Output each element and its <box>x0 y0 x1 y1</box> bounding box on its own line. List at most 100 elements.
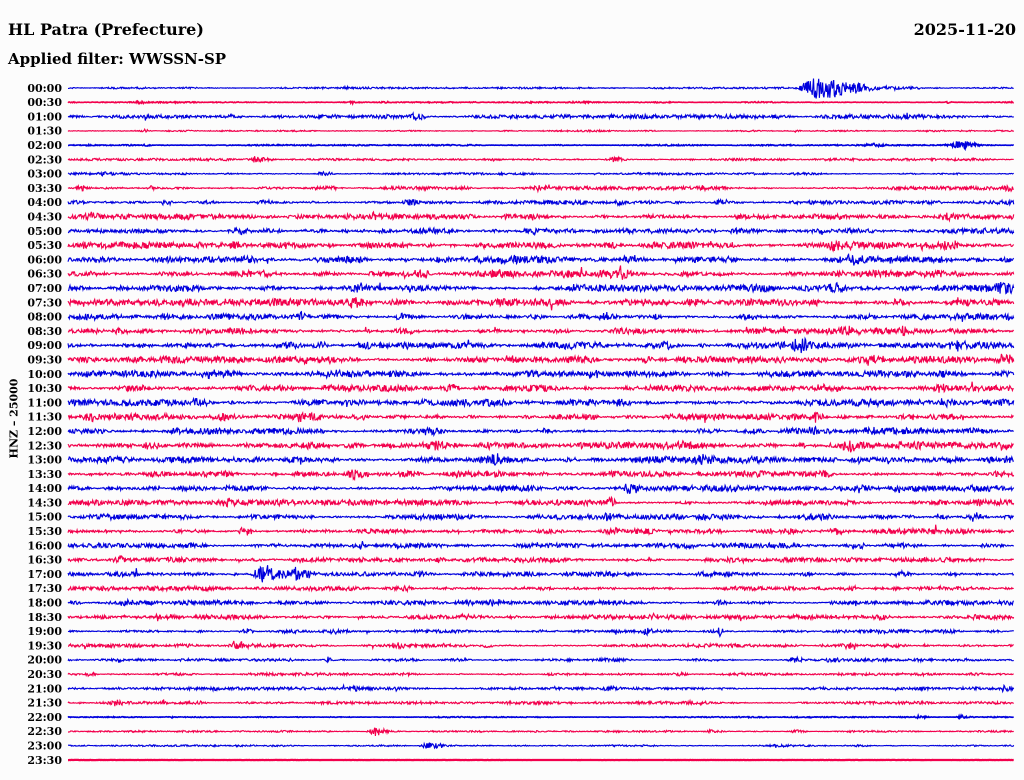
seismogram-trace-2230 <box>68 726 1014 737</box>
trace-time-label-0500: 05:00 <box>27 225 62 238</box>
seismogram-trace-1400 <box>67 483 1015 495</box>
seismogram-trace-1630 <box>67 555 1015 565</box>
trace-time-label-1800: 18:00 <box>27 597 62 610</box>
trace-time-label-0800: 08:00 <box>27 311 62 324</box>
seismogram-trace-1230 <box>67 439 1014 453</box>
trace-time-label-0900: 09:00 <box>27 339 62 352</box>
trace-time-label-1300: 13:00 <box>27 454 62 467</box>
trace-time-label-1030: 10:30 <box>27 382 62 395</box>
trace-time-label-1930: 19:30 <box>27 639 62 652</box>
seismogram-trace-1700 <box>67 565 1015 583</box>
seismogram-trace-0030 <box>67 99 1015 106</box>
seismogram-trace-1030 <box>67 381 1014 394</box>
trace-time-label-0400: 04:00 <box>27 196 62 209</box>
date-label: 2025-11-20 <box>913 20 1016 39</box>
trace-time-label-2200: 22:00 <box>27 711 62 724</box>
trace-time-label-0230: 02:30 <box>27 153 62 166</box>
seismogram-trace-0200 <box>68 140 1015 152</box>
seismogram-trace-0130 <box>67 127 1015 134</box>
seismogram-trace-1000 <box>67 368 1015 380</box>
seismogram-trace-2100 <box>67 683 1015 694</box>
seismogram-trace-0730 <box>67 297 1015 311</box>
seismogram-trace-1900 <box>67 627 1015 638</box>
trace-time-label-1530: 15:30 <box>27 525 62 538</box>
seismogram-trace-0530 <box>67 239 1015 253</box>
trace-time-label-0330: 03:30 <box>27 182 62 195</box>
trace-time-label-1400: 14:00 <box>27 482 62 495</box>
seismogram-trace-0600 <box>67 252 1015 266</box>
trace-time-label-1000: 10:00 <box>27 368 62 381</box>
seismogram-trace-0500 <box>67 226 1015 237</box>
seismogram-trace-0000 <box>68 78 1014 99</box>
trace-time-label-0530: 05:30 <box>27 239 62 252</box>
trace-time-label-2030: 20:30 <box>27 668 62 681</box>
seismogram-trace-0330 <box>67 183 1014 194</box>
trace-time-label-1430: 14:30 <box>27 496 62 509</box>
seismogram-trace-1330 <box>67 469 1015 482</box>
trace-time-label-1330: 13:30 <box>27 468 62 481</box>
trace-time-label-0630: 06:30 <box>27 268 62 281</box>
seismogram-trace-1930 <box>68 640 1014 651</box>
seismogram-trace-0100 <box>67 111 1015 121</box>
trace-time-label-1630: 16:30 <box>27 554 62 567</box>
station-title: HL Patra (Prefecture) <box>8 20 204 39</box>
seismogram-trace-0930 <box>67 353 1015 366</box>
trace-time-label-1700: 17:00 <box>27 568 62 581</box>
seismogram-trace-1300 <box>67 453 1015 466</box>
seismogram-trace-1530 <box>67 524 1015 536</box>
seismogram-trace-1430 <box>67 495 1015 508</box>
trace-time-label-0600: 06:00 <box>27 253 62 266</box>
seismogram-trace-0400 <box>67 197 1015 207</box>
seismogram-trace-2000 <box>67 655 1014 664</box>
trace-time-label-1100: 11:00 <box>27 396 62 409</box>
trace-time-label-0200: 02:00 <box>27 139 62 152</box>
seismogram-trace-2130 <box>67 698 1015 707</box>
seismogram-trace-0430 <box>67 210 1015 223</box>
seismogram-trace-1600 <box>67 541 1015 551</box>
seismogram-trace-0700 <box>67 281 1015 295</box>
trace-time-label-1200: 12:00 <box>27 425 62 438</box>
seismogram-trace-1100 <box>67 396 1015 409</box>
trace-time-label-2300: 23:00 <box>27 740 62 753</box>
filter-label: Applied filter: WWSSN-SP <box>8 50 227 68</box>
trace-time-label-1130: 11:30 <box>27 411 62 424</box>
seismogram-trace-0800 <box>67 310 1015 322</box>
seismogram-trace-1730 <box>67 583 1014 594</box>
seismogram-trace-1200 <box>67 425 1015 438</box>
trace-time-label-0930: 09:30 <box>27 354 62 367</box>
seismogram-trace-0630 <box>67 265 1015 281</box>
trace-time-label-0130: 01:30 <box>27 125 62 138</box>
trace-time-label-0730: 07:30 <box>27 296 62 309</box>
trace-time-label-0700: 07:00 <box>27 282 62 295</box>
trace-time-label-1500: 15:00 <box>27 511 62 524</box>
trace-time-label-2130: 21:30 <box>27 697 62 710</box>
seismogram-trace-2200 <box>67 713 1014 721</box>
trace-time-label-1900: 19:00 <box>27 625 62 638</box>
trace-time-label-1830: 18:30 <box>27 611 62 624</box>
trace-time-label-1600: 16:00 <box>27 539 62 552</box>
trace-time-label-2000: 20:00 <box>27 654 62 667</box>
trace-time-label-0830: 08:30 <box>27 325 62 338</box>
seismogram-trace-1800 <box>67 597 1015 608</box>
seismogram-trace-0300 <box>67 170 1014 177</box>
seismogram-trace-1130 <box>67 410 1014 423</box>
trace-time-label-0030: 00:30 <box>27 96 62 109</box>
seismogram-trace-2300 <box>68 741 1015 750</box>
trace-time-label-1730: 17:30 <box>27 582 62 595</box>
trace-time-label-2330: 23:30 <box>27 754 62 767</box>
seismogram-trace-1830 <box>67 612 1015 622</box>
seismogram-trace-0900 <box>67 336 1015 354</box>
seismogram-trace-1500 <box>67 512 1015 522</box>
trace-time-label-0000: 00:00 <box>27 82 62 95</box>
trace-time-label-2100: 21:00 <box>27 682 62 695</box>
trace-time-label-2230: 22:30 <box>27 725 62 738</box>
trace-time-label-0100: 01:00 <box>27 110 62 123</box>
seismogram-trace-0830 <box>67 325 1015 337</box>
trace-time-label-1230: 12:30 <box>27 439 62 452</box>
trace-time-label-0430: 04:30 <box>27 211 62 224</box>
seismogram-trace-2030 <box>67 670 1014 678</box>
seismogram-trace-0230 <box>67 155 1014 164</box>
trace-time-label-0300: 03:00 <box>27 168 62 181</box>
